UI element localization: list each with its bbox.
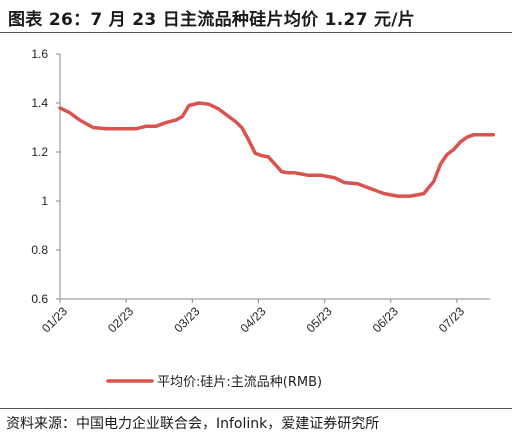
- line-chart: 0.6 0.8 1 1.2 1.4 1.6 01/23 02/23 03/23 04/23 05/2…: [31, 47, 496, 390]
- y-tick-label: 1.6: [31, 47, 48, 61]
- y-tick-label: 1: [41, 194, 48, 208]
- series-line: [58, 101, 496, 198]
- x-tick-label: 07/23: [436, 304, 467, 335]
- legend-label: 平均价:硅片:主流品种(RMB): [157, 375, 322, 390]
- x-tick-label: 06/23: [370, 304, 401, 335]
- y-tick-label: 0.6: [31, 292, 48, 306]
- x-tick-label: 03/23: [171, 304, 202, 335]
- figure-title: 图表 26：7 月 23 日主流品种硅片均价 1.27 元/片: [8, 10, 416, 30]
- source-divider: [0, 408, 512, 409]
- source-note: 资料来源：中国电力企业联合会，Infolink，爱建证券研究所: [6, 416, 380, 432]
- title-divider: [0, 32, 512, 33]
- x-tick-label: 05/23: [304, 304, 335, 335]
- x-tick-label: 04/23: [237, 304, 268, 335]
- y-tick-label: 0.8: [31, 243, 48, 257]
- y-tick-label: 1.4: [31, 96, 48, 110]
- x-tick-label: 01/23: [39, 304, 70, 335]
- x-tick-label: 02/23: [105, 304, 136, 335]
- y-tick-label: 1.2: [31, 145, 48, 159]
